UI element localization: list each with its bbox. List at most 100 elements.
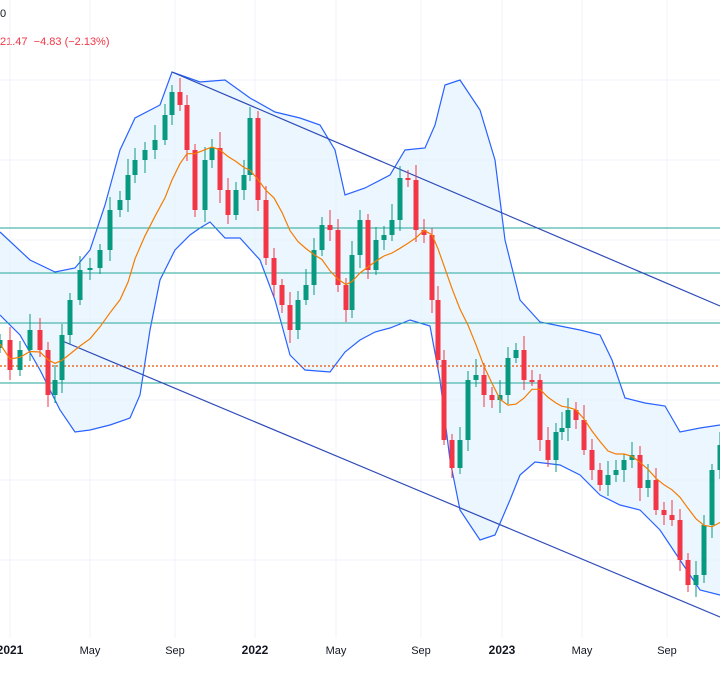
candle-body xyxy=(605,475,611,485)
candle xyxy=(389,204,395,241)
candle-body xyxy=(311,250,317,285)
candle-body xyxy=(263,200,269,258)
candle xyxy=(457,427,463,474)
candle xyxy=(709,464,715,538)
candle xyxy=(413,165,419,242)
candle-body xyxy=(295,300,301,330)
candle-body xyxy=(365,220,371,270)
candle-body xyxy=(709,470,715,525)
candle-body xyxy=(327,225,333,230)
candle-body xyxy=(435,300,441,360)
candle xyxy=(169,85,175,125)
candle-body xyxy=(209,148,215,160)
candle-body xyxy=(192,150,198,210)
candle xyxy=(581,405,587,455)
candle xyxy=(653,468,659,515)
candle-body xyxy=(0,340,3,348)
candle xyxy=(241,160,247,200)
price-change: −4.83 xyxy=(33,36,62,48)
candle xyxy=(373,227,379,275)
candle-body xyxy=(97,250,103,268)
candle-body xyxy=(693,575,699,585)
candle-body xyxy=(389,220,395,235)
candle-body xyxy=(489,395,495,400)
candle xyxy=(77,256,83,305)
candle xyxy=(559,412,565,440)
trend-channel-upper xyxy=(171,71,720,307)
candle xyxy=(357,210,363,268)
candle-body xyxy=(77,270,83,300)
candle xyxy=(67,293,73,344)
candle-body xyxy=(413,180,419,230)
candle-body xyxy=(613,470,619,475)
candle xyxy=(343,278,349,322)
candle-body xyxy=(169,92,175,115)
candle xyxy=(327,210,333,241)
candle-body xyxy=(373,240,379,270)
x-tick-label: May xyxy=(326,645,347,657)
x-tick-label: May xyxy=(572,645,593,657)
candle-body xyxy=(621,460,627,470)
candle-body xyxy=(559,428,565,432)
candle xyxy=(545,427,551,467)
candle xyxy=(465,371,471,451)
candle-body xyxy=(645,480,651,488)
candle-body xyxy=(449,440,455,468)
candle xyxy=(637,446,643,501)
candle xyxy=(349,241,355,318)
candle-body xyxy=(177,92,183,105)
candle xyxy=(52,365,58,403)
candle-body xyxy=(52,380,58,395)
candle-body xyxy=(349,255,355,310)
candle-body xyxy=(581,420,587,450)
candle xyxy=(489,387,495,408)
candle xyxy=(589,439,595,480)
moving-average-line xyxy=(0,146,720,528)
candle-body xyxy=(513,350,519,358)
candle xyxy=(381,226,387,250)
candle-body xyxy=(87,268,93,270)
candle-body xyxy=(107,210,113,250)
candle xyxy=(87,258,93,280)
candle-body xyxy=(357,220,363,255)
candle-body xyxy=(125,175,131,200)
candle-body xyxy=(661,510,667,515)
candle xyxy=(365,214,371,279)
candle xyxy=(59,324,65,393)
candle xyxy=(661,502,667,525)
candle xyxy=(529,370,535,386)
candle-body xyxy=(429,235,435,300)
candle xyxy=(405,170,411,187)
candle xyxy=(192,144,198,217)
candle-body xyxy=(545,440,551,460)
candle xyxy=(473,359,479,387)
bollinger-upper-band xyxy=(0,71,720,433)
candle xyxy=(97,244,103,274)
candle-body xyxy=(132,160,138,175)
candle xyxy=(287,292,293,343)
candle xyxy=(7,327,13,380)
x-tick-label: 2022 xyxy=(242,643,269,657)
candle-body xyxy=(255,118,261,200)
candle-body xyxy=(421,230,427,235)
candle-body xyxy=(505,358,511,395)
candle xyxy=(177,78,183,111)
candles xyxy=(0,78,720,597)
candle-body xyxy=(162,115,168,140)
candle xyxy=(513,343,519,363)
candle-body xyxy=(225,190,231,215)
candle xyxy=(429,228,435,313)
x-tick-label: Sep xyxy=(657,645,677,657)
candle-body xyxy=(17,350,23,370)
candle-body xyxy=(319,225,325,250)
candle xyxy=(311,238,317,295)
candle xyxy=(17,341,23,376)
candle xyxy=(0,334,3,353)
candle-body xyxy=(279,285,285,305)
candle-body xyxy=(397,178,403,220)
candle xyxy=(693,561,699,597)
candle xyxy=(613,460,619,482)
candle-body xyxy=(497,395,503,400)
candle-body xyxy=(59,335,65,380)
